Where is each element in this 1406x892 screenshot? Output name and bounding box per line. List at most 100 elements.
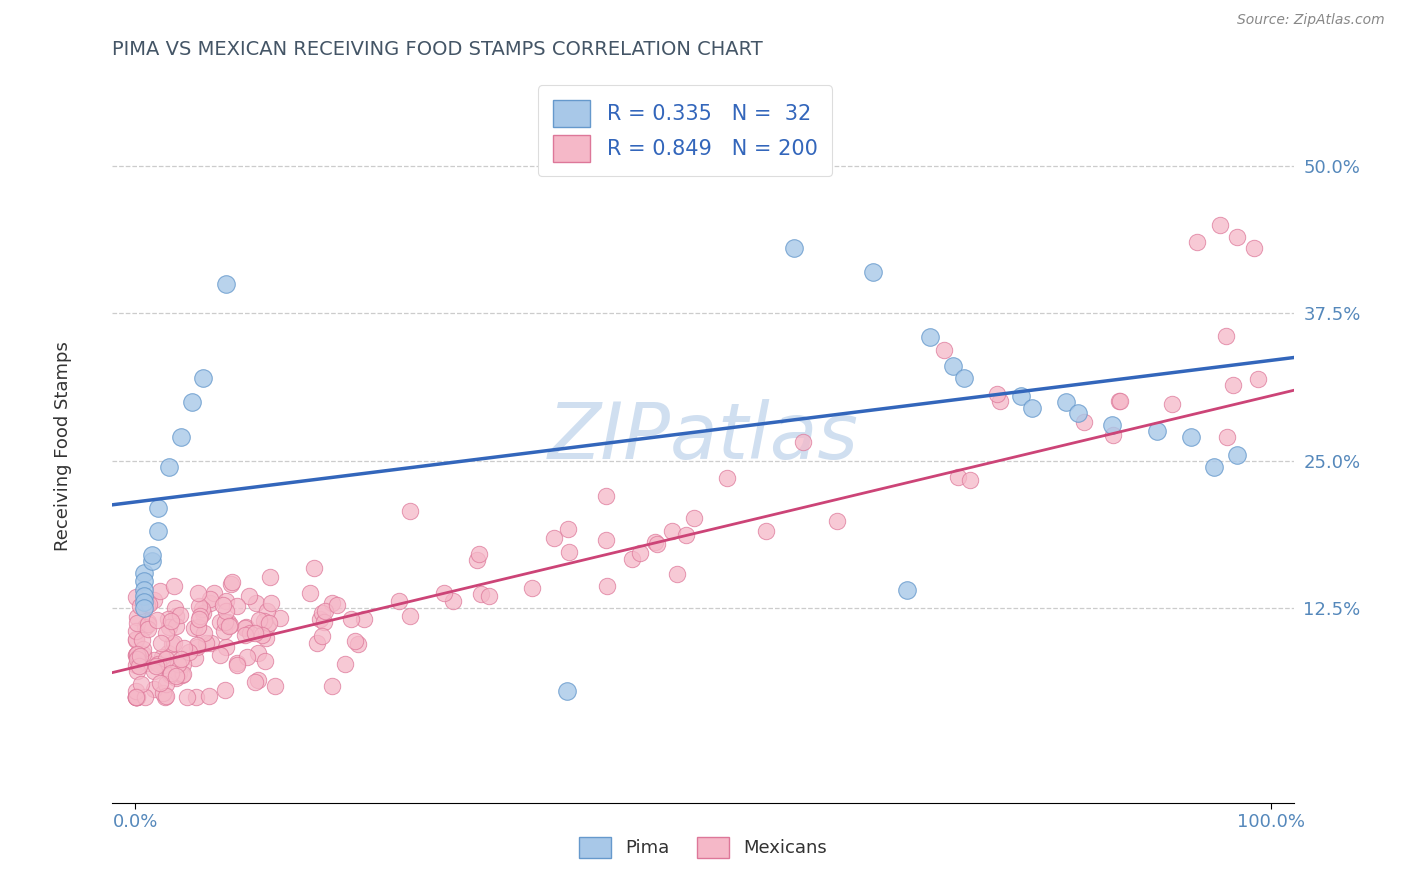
Point <box>146 524 169 539</box>
Point <box>198 596 221 610</box>
Point <box>1146 424 1168 438</box>
Point <box>1215 329 1237 343</box>
Point <box>166 657 188 672</box>
Point <box>159 665 181 680</box>
Point <box>193 371 215 385</box>
Point <box>596 579 619 593</box>
Point <box>187 620 209 634</box>
Point <box>127 610 149 624</box>
Point <box>264 679 287 693</box>
Point <box>311 607 333 621</box>
Point <box>217 615 239 630</box>
Point <box>467 548 489 562</box>
Point <box>235 620 257 634</box>
Point <box>325 599 347 613</box>
Point <box>243 674 266 689</box>
Point <box>145 659 167 673</box>
Point <box>215 594 238 608</box>
Point <box>252 614 274 628</box>
Point <box>630 546 652 560</box>
Point <box>250 628 273 642</box>
Point <box>155 677 177 691</box>
Point <box>1243 241 1265 255</box>
Point <box>988 394 1011 409</box>
Point <box>1054 394 1077 409</box>
Point <box>155 652 177 666</box>
Point <box>1180 430 1202 444</box>
Point <box>478 590 501 604</box>
Point <box>340 612 363 626</box>
Point <box>125 690 148 704</box>
Point <box>1222 378 1244 392</box>
Point <box>683 510 706 524</box>
Point <box>1160 396 1182 410</box>
Point <box>236 650 259 665</box>
Point <box>141 548 163 562</box>
Point <box>305 636 328 650</box>
Point <box>136 622 159 636</box>
Point <box>163 579 186 593</box>
Point <box>226 657 249 672</box>
Point <box>125 690 148 704</box>
Point <box>134 601 156 615</box>
Point <box>896 583 918 598</box>
Point <box>1010 389 1032 403</box>
Point <box>125 633 148 648</box>
Point <box>748 159 770 173</box>
Point <box>134 574 156 588</box>
Point <box>1067 407 1090 421</box>
Text: ZIPatlas: ZIPatlas <box>547 399 859 475</box>
Point <box>208 615 231 629</box>
Point <box>125 648 148 662</box>
Point <box>470 587 492 601</box>
Point <box>160 614 183 628</box>
Point <box>522 581 544 595</box>
Point <box>159 668 181 682</box>
Point <box>125 690 148 704</box>
Point <box>187 586 209 600</box>
Point <box>128 659 150 673</box>
Point <box>125 684 148 698</box>
Point <box>555 683 578 698</box>
Point <box>188 609 211 624</box>
Point <box>259 569 281 583</box>
Point <box>172 666 194 681</box>
Point <box>193 625 215 640</box>
Point <box>1202 459 1225 474</box>
Point <box>934 343 956 357</box>
Point <box>1185 235 1208 250</box>
Point <box>233 628 256 642</box>
Point <box>128 599 150 613</box>
Point <box>135 656 157 670</box>
Text: Receiving Food Stamps: Receiving Food Stamps <box>55 341 72 551</box>
Point <box>134 620 156 634</box>
Point <box>170 651 193 665</box>
Point <box>138 615 160 629</box>
Point <box>212 624 235 638</box>
Point <box>188 599 211 613</box>
Point <box>321 596 343 610</box>
Point <box>1073 415 1095 429</box>
Point <box>125 632 148 646</box>
Point <box>191 606 214 620</box>
Point <box>200 636 222 650</box>
Point <box>160 637 183 651</box>
Point <box>125 690 148 704</box>
Point <box>142 665 165 679</box>
Point <box>125 690 148 704</box>
Point <box>197 689 219 703</box>
Point <box>157 646 180 660</box>
Point <box>138 616 160 631</box>
Point <box>153 658 176 673</box>
Point <box>157 459 180 474</box>
Point <box>125 690 148 704</box>
Point <box>225 656 247 670</box>
Point <box>149 583 172 598</box>
Point <box>214 683 236 698</box>
Point <box>146 613 169 627</box>
Point <box>314 603 336 617</box>
Point <box>215 604 238 618</box>
Point <box>146 500 169 515</box>
Point <box>661 524 683 539</box>
Point <box>125 591 148 605</box>
